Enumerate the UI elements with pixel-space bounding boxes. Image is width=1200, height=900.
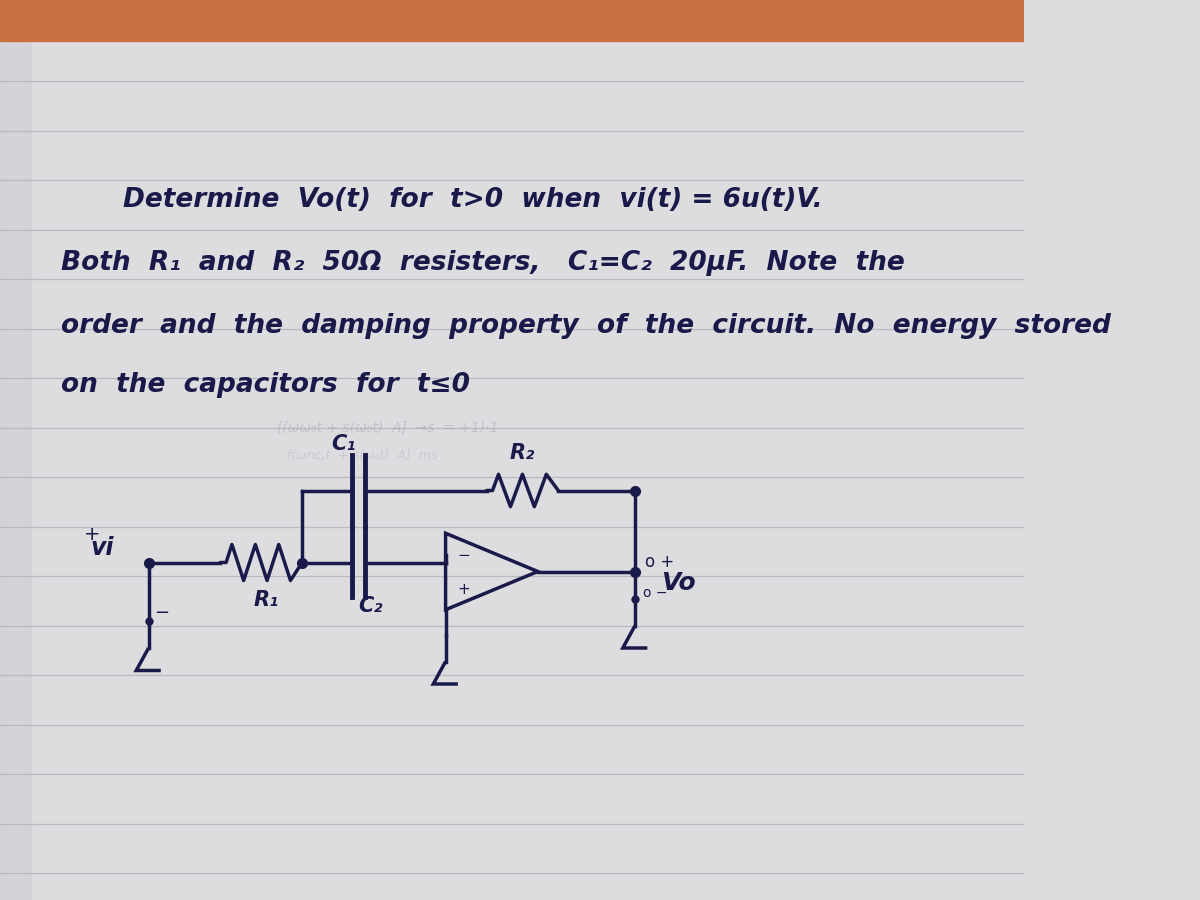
Text: vi: vi xyxy=(91,536,114,561)
Text: −: − xyxy=(154,604,169,622)
Text: R₂: R₂ xyxy=(510,443,535,463)
Text: +: + xyxy=(458,581,470,597)
Text: C₁: C₁ xyxy=(331,434,355,454)
Text: Vo: Vo xyxy=(661,571,695,595)
Text: [(ωω₀t + s(ω₀t)  A]  →s  = +1)·1: [(ωω₀t + s(ω₀t) A] →s = +1)·1 xyxy=(276,421,498,435)
Bar xyxy=(0,0,1025,40)
Text: Determine  Vo(t)  for  t>0  when  vi(t) = 6u(t)V.: Determine Vo(t) for t>0 when vi(t) = 6u(… xyxy=(122,187,822,213)
Text: C₂: C₂ xyxy=(359,596,383,616)
Text: o −: o − xyxy=(643,586,667,599)
Text: +: + xyxy=(84,525,101,544)
Text: R₁: R₁ xyxy=(253,590,278,609)
Bar xyxy=(0,0,31,900)
Text: f(ωnc,t  + s(ω₀t)  A]  ms: f(ωnc,t + s(ω₀t) A] ms xyxy=(287,449,437,462)
Text: Both  R₁  and  R₂  50Ω  resisters,   C₁=C₂  20μF.  Note  the: Both R₁ and R₂ 50Ω resisters, C₁=C₂ 20μF… xyxy=(61,250,905,276)
Text: o +: o + xyxy=(646,553,674,571)
Text: −: − xyxy=(458,548,470,563)
Text: order  and  the  damping  property  of  the  circuit.  No  energy  stored: order and the damping property of the ci… xyxy=(61,313,1111,339)
Text: on  the  capacitors  for  t≤0: on the capacitors for t≤0 xyxy=(61,372,470,398)
